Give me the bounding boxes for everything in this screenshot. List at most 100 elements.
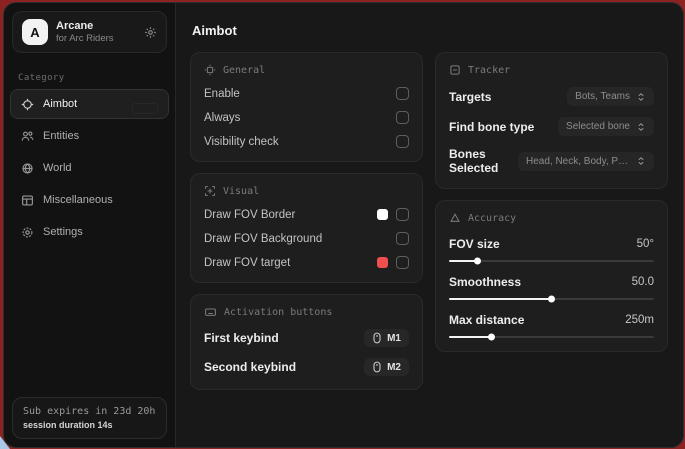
bones-selected-dropdown[interactable]: Head, Neck, Body, Pe... xyxy=(518,151,654,171)
keybind-value: M1 xyxy=(387,332,401,344)
panel-title: Visual xyxy=(223,185,260,197)
smoothness-slider[interactable] xyxy=(449,295,654,303)
accuracy-panel-header: Accuracy xyxy=(449,212,654,224)
setting-label: Smoothness xyxy=(449,275,522,289)
slider-row: Max distance 250m xyxy=(449,313,654,341)
setting-row: Visibility check xyxy=(204,135,409,148)
dropdown-value: Head, Neck, Body, Pe... xyxy=(526,155,630,167)
app-logo: A xyxy=(22,19,48,45)
sidebar-item-world[interactable]: World xyxy=(10,153,169,183)
setting-label: Second keybind xyxy=(204,360,297,374)
draw-fov-target-checkbox[interactable] xyxy=(396,256,409,269)
setting-row: First keybind M1 xyxy=(204,329,409,347)
slider-fill xyxy=(449,295,555,303)
setting-row: Bones Selected Head, Neck, Body, Pe... xyxy=(449,147,654,175)
crosshair-icon xyxy=(21,98,34,111)
general-panel-header: General xyxy=(204,64,409,76)
tracker-panel: Tracker Targets Bots, Teams xyxy=(435,52,668,189)
slider-knob[interactable] xyxy=(488,333,496,341)
panel-title: Activation buttons xyxy=(224,306,333,318)
brand-text: Arcane for Arc Riders xyxy=(56,20,136,44)
setting-label: Draw FOV target xyxy=(204,256,291,269)
slider-knob[interactable] xyxy=(547,295,555,303)
setting-row: Enable xyxy=(204,87,409,100)
panel-columns: General Enable Always Visibility check xyxy=(190,52,668,390)
page-title: Aimbot xyxy=(192,23,237,38)
chevron-up-down-icon xyxy=(636,122,646,132)
setting-label: Draw FOV Background xyxy=(204,232,323,245)
setting-label: Draw FOV Border xyxy=(204,208,296,221)
slider-row: FOV size 50° xyxy=(449,237,654,265)
draw-fov-background-checkbox[interactable] xyxy=(396,232,409,245)
subscription-card: Sub expires in 23d 20h session duration … xyxy=(12,397,167,439)
setting-label: Visibility check xyxy=(204,135,279,148)
slider-knob[interactable] xyxy=(473,257,481,265)
sidebar-nav: Aimbot Entities World xyxy=(4,89,175,247)
second-keybind-button[interactable]: M2 xyxy=(364,358,409,376)
max-distance-slider[interactable] xyxy=(449,333,654,341)
globe-icon xyxy=(21,162,34,175)
sidebar-item-settings[interactable]: Settings xyxy=(10,217,169,247)
layout-grid-icon xyxy=(21,194,34,207)
targets-dropdown[interactable]: Bots, Teams xyxy=(567,87,654,106)
always-checkbox[interactable] xyxy=(396,111,409,124)
right-column: Tracker Targets Bots, Teams xyxy=(435,52,668,352)
settings-gear-icon xyxy=(21,226,34,239)
sidebar-item-entities[interactable]: Entities xyxy=(10,121,169,151)
first-keybind-button[interactable]: M1 xyxy=(364,329,409,347)
keybind-value: M2 xyxy=(387,361,401,373)
category-label: Category xyxy=(18,73,65,83)
sidebar-item-miscellaneous[interactable]: Miscellaneous xyxy=(10,185,169,215)
box-minus-icon xyxy=(449,64,461,76)
activation-panel-header: Activation buttons xyxy=(204,306,409,318)
setting-label: Find bone type xyxy=(449,119,535,134)
dropdown-value: Bots, Teams xyxy=(575,91,630,102)
panel-title: Tracker xyxy=(468,64,511,76)
setting-row: Find bone type Selected bone xyxy=(449,117,654,136)
scan-icon xyxy=(204,64,216,76)
setting-row: Targets Bots, Teams xyxy=(449,87,654,106)
panel-title: General xyxy=(223,64,266,76)
setting-label: First keybind xyxy=(204,331,279,345)
sidebar-item-label: Settings xyxy=(43,226,83,238)
sidebar-item-aimbot[interactable]: Aimbot xyxy=(10,89,169,119)
fov-border-color-swatch[interactable] xyxy=(377,209,388,220)
gear-icon[interactable] xyxy=(144,26,157,39)
slider-value: 250m xyxy=(625,314,654,326)
setting-label: FOV size xyxy=(449,237,500,251)
fov-size-slider[interactable] xyxy=(449,257,654,265)
visual-panel-header: Visual xyxy=(204,185,409,197)
draw-fov-border-checkbox[interactable] xyxy=(396,208,409,221)
visual-panel: Visual Draw FOV Border Draw FOV Backgrou… xyxy=(190,173,423,283)
setting-label: Max distance xyxy=(449,313,525,327)
keybind-hint-chip xyxy=(132,103,158,114)
slider-fill xyxy=(449,257,481,265)
app-name: Arcane xyxy=(56,20,94,32)
row-controls xyxy=(377,208,409,221)
app-subtitle: for Arc Riders xyxy=(56,33,114,44)
accuracy-panel: Accuracy FOV size 50° xyxy=(435,200,668,352)
sidebar-item-label: Miscellaneous xyxy=(43,194,113,206)
setting-label: Always xyxy=(204,111,241,124)
main-content: Aimbot General Enable xyxy=(175,3,683,447)
enable-checkbox[interactable] xyxy=(396,87,409,100)
visibility-check-checkbox[interactable] xyxy=(396,135,409,148)
setting-row: Always xyxy=(204,111,409,124)
tracker-panel-header: Tracker xyxy=(449,64,654,76)
entities-icon xyxy=(21,130,34,143)
sub-expiry-text: Sub expires in 23d 20h xyxy=(23,406,156,417)
slider-value: 50° xyxy=(636,238,654,250)
activation-panel: Activation buttons First keybind M1 xyxy=(190,294,423,390)
keyboard-icon xyxy=(204,306,217,318)
panel-title: Accuracy xyxy=(468,212,517,224)
find-bone-type-dropdown[interactable]: Selected bone xyxy=(558,117,654,136)
app-window: A Arcane for Arc Riders Category xyxy=(3,2,684,448)
fov-target-color-swatch[interactable] xyxy=(377,257,388,268)
chevron-up-down-icon xyxy=(636,92,646,102)
slider-value: 50.0 xyxy=(631,276,654,288)
setting-row: Draw FOV target xyxy=(204,256,409,269)
chevron-up-down-icon xyxy=(636,156,646,166)
setting-row: Draw FOV Border xyxy=(204,208,409,221)
row-controls xyxy=(377,256,409,269)
mouse-icon xyxy=(372,332,382,344)
